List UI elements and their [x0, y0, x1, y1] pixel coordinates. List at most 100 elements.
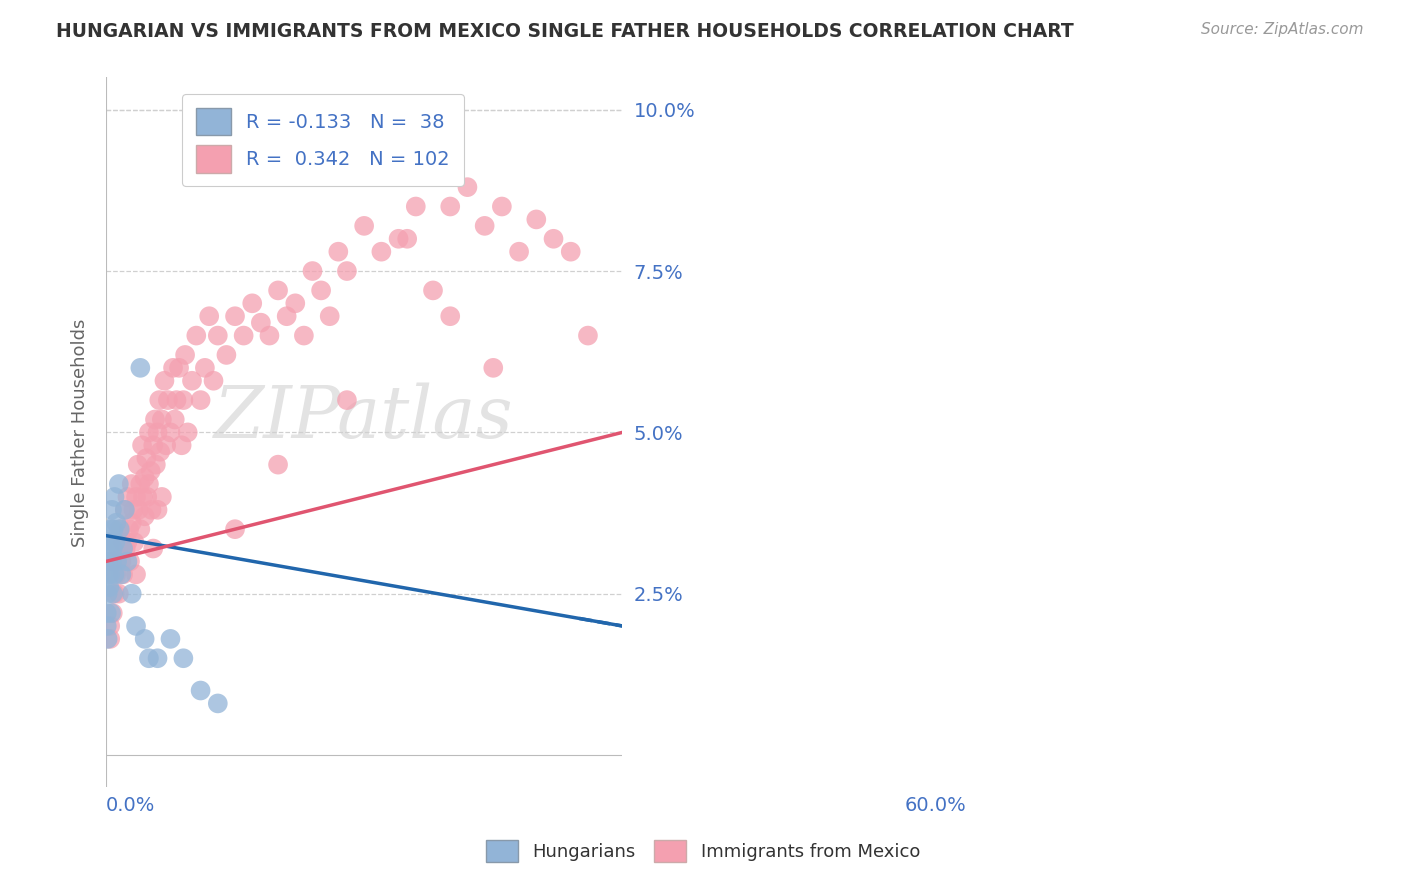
Point	[150, 490, 173, 504]
Point	[422, 167, 444, 181]
Point	[129, 522, 152, 536]
Point	[131, 438, 153, 452]
Point	[117, 490, 139, 504]
Point	[101, 587, 124, 601]
Text: 0.0%: 0.0%	[105, 796, 155, 814]
Point	[105, 554, 128, 568]
Point	[108, 541, 131, 556]
Point	[103, 490, 125, 504]
Point	[576, 328, 599, 343]
Point	[98, 632, 121, 646]
Point	[181, 374, 204, 388]
Point	[134, 509, 156, 524]
Point	[328, 244, 350, 259]
Point	[103, 567, 125, 582]
Point	[142, 541, 165, 556]
Point	[370, 244, 392, 259]
Point	[405, 200, 427, 214]
Point	[105, 567, 128, 582]
Point	[166, 393, 188, 408]
Text: 60.0%: 60.0%	[905, 796, 967, 814]
Point	[207, 328, 229, 343]
Point	[150, 412, 173, 426]
Point	[159, 632, 181, 646]
Point	[491, 200, 513, 214]
Point	[353, 219, 375, 233]
Point	[224, 522, 246, 536]
Point	[224, 310, 246, 324]
Point	[114, 541, 136, 556]
Point	[127, 458, 149, 472]
Point	[176, 425, 198, 440]
Point	[387, 232, 409, 246]
Point	[292, 328, 315, 343]
Point	[98, 541, 121, 556]
Point	[309, 284, 332, 298]
Point	[153, 374, 176, 388]
Point	[98, 580, 121, 594]
Point	[508, 244, 530, 259]
Point	[202, 374, 225, 388]
Point	[250, 316, 273, 330]
Point	[482, 360, 505, 375]
Point	[422, 284, 444, 298]
Point	[190, 393, 212, 408]
Point	[112, 535, 135, 549]
Point	[96, 619, 118, 633]
Point	[98, 619, 121, 633]
Point	[186, 328, 208, 343]
Point	[103, 522, 125, 536]
Point	[134, 632, 156, 646]
Point	[101, 606, 124, 620]
Point	[276, 310, 298, 324]
Point	[135, 451, 157, 466]
Point	[104, 535, 127, 549]
Point	[524, 212, 547, 227]
Point	[163, 412, 186, 426]
Point	[170, 438, 193, 452]
Point	[128, 503, 150, 517]
Point	[122, 503, 145, 517]
Point	[146, 651, 169, 665]
Point	[114, 503, 136, 517]
Point	[284, 296, 307, 310]
Point	[259, 328, 281, 343]
Point	[110, 567, 132, 582]
Text: HUNGARIAN VS IMMIGRANTS FROM MEXICO SINGLE FATHER HOUSEHOLDS CORRELATION CHART: HUNGARIAN VS IMMIGRANTS FROM MEXICO SING…	[56, 22, 1074, 41]
Point	[146, 503, 169, 517]
Point	[396, 232, 419, 246]
Point	[103, 554, 125, 568]
Point	[125, 490, 148, 504]
Point	[101, 554, 124, 568]
Point	[240, 296, 263, 310]
Point	[456, 180, 478, 194]
Point	[139, 464, 162, 478]
Point	[174, 348, 197, 362]
Point	[129, 477, 152, 491]
Point	[114, 503, 136, 517]
Point	[97, 587, 120, 601]
Point	[121, 477, 143, 491]
Point	[155, 438, 177, 452]
Point	[232, 328, 254, 343]
Point	[138, 477, 160, 491]
Text: ZIPatlas: ZIPatlas	[214, 383, 515, 453]
Point	[207, 697, 229, 711]
Point	[162, 360, 184, 375]
Point	[167, 360, 190, 375]
Text: Source: ZipAtlas.com: Source: ZipAtlas.com	[1201, 22, 1364, 37]
Point	[439, 200, 461, 214]
Y-axis label: Single Father Households: Single Father Households	[72, 318, 89, 547]
Point	[98, 567, 121, 582]
Point	[132, 490, 155, 504]
Point	[110, 522, 132, 536]
Point	[336, 393, 359, 408]
Point	[117, 554, 139, 568]
Point	[121, 516, 143, 530]
Point	[194, 360, 217, 375]
Point	[118, 554, 141, 568]
Point	[319, 310, 342, 324]
Point	[439, 310, 461, 324]
Point	[136, 490, 159, 504]
Point	[138, 425, 160, 440]
